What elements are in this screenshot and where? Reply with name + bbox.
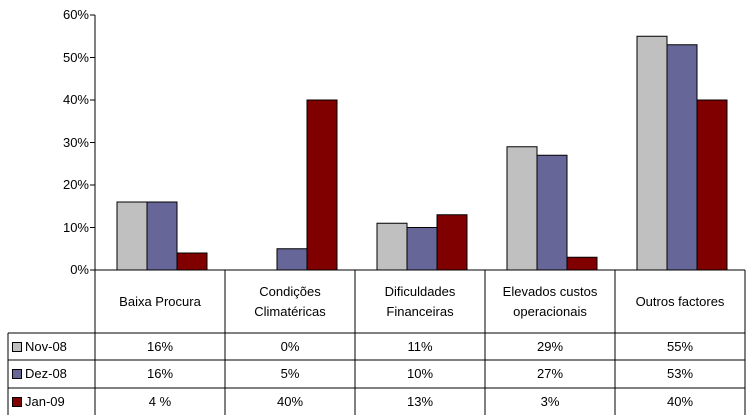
category-label: Elevados custos operacionais [502,283,598,319]
y-tick-label: 0% [70,262,89,277]
bar [636,35,668,271]
bar [536,154,568,271]
value-label: 4 % [148,394,172,409]
bar [436,214,468,271]
value-label: 11% [407,338,433,354]
legend-entry: Jan-09 [8,388,95,415]
value-label: 16% [146,338,174,354]
bar [566,256,598,271]
bar [306,99,338,271]
bar [276,248,308,271]
legend-entry: Nov-08 [8,333,95,360]
legend-label: Jan-09 [25,394,65,409]
bar [116,201,148,271]
y-tick-label: 20% [62,177,89,192]
bar [666,44,698,271]
bar [696,99,728,271]
legend-swatch [12,369,22,379]
value-label: 29% [536,338,564,354]
value-label: 55% [666,338,694,354]
value-label: 53% [666,366,694,381]
legend-swatch [12,341,22,352]
value-label: 40% [666,394,694,409]
bar [176,252,208,271]
y-tick-label: 30% [62,134,89,150]
bar [376,222,408,271]
category-label: Outros factores [635,293,725,309]
y-tick-label: 10% [62,219,89,235]
value-label: 40% [276,394,304,409]
category-label: Dificuldades Financeiras [384,283,456,319]
legend-entry: Dez-08 [8,360,95,388]
category-label: Condições Climatéricas [254,283,326,319]
bar [406,227,438,271]
value-label: 27% [536,366,564,381]
y-tick-label: 40% [62,92,89,107]
legend-swatch [12,397,22,407]
y-tick-label: 60% [62,7,89,22]
bar [506,146,538,271]
value-label: 0% [280,338,300,354]
legend-label: Nov-08 [25,338,67,354]
category-label: Baixa Procura [119,293,201,309]
value-label: 16% [146,366,174,381]
y-tick-label: 50% [62,49,89,65]
value-label: 10% [406,366,434,381]
bar [146,201,178,271]
value-label: 3% [540,394,560,409]
legend-label: Dez-08 [25,366,67,381]
value-label: 5% [280,366,300,381]
value-label: 13% [406,394,434,409]
